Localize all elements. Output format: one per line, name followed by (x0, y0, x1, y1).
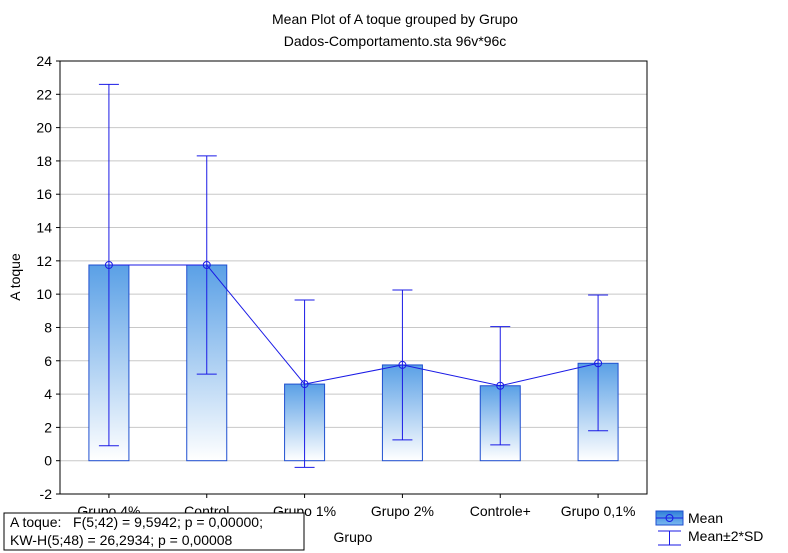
y-tick-label: 24 (36, 53, 52, 69)
error-bars-group (98, 83, 609, 468)
y-tick-label: -2 (40, 486, 53, 502)
y-tick-label: 18 (36, 153, 52, 169)
y-tick-label: 20 (36, 120, 52, 136)
stats-line-2: KW-H(5;48) = 26,2934; p = 0,00008 (10, 532, 233, 548)
y-tick-label: 4 (44, 386, 52, 402)
x-tick-label: Grupo 0,1% (561, 503, 636, 519)
mean-point (398, 360, 407, 369)
mean-point (202, 261, 211, 270)
y-axis-label: A toque (7, 253, 23, 301)
y-tick-label: 14 (36, 220, 52, 236)
mean-point (496, 381, 505, 390)
y-tick-label: 12 (36, 253, 52, 269)
x-axis-label: Grupo (334, 529, 373, 545)
mean-line (108, 264, 599, 387)
y-tick-label: 8 (44, 319, 52, 335)
stats-line-1: A toque: F(5;42) = 9,5942; p = 0,00000; (10, 514, 263, 530)
stats-box-frame (3, 512, 305, 551)
mean-line-group (104, 261, 603, 390)
stats-box: A toque: F(5;42) = 9,5942; p = 0,00000; … (3, 512, 305, 551)
plot-frame (59, 60, 648, 495)
legend-sd-label: Mean±2*SD (688, 528, 763, 544)
y-tick-label: 6 (44, 353, 52, 369)
legend-mean-label: Mean (688, 510, 723, 526)
chart-subtitle: Dados-Comportamento.sta 96v*96c (284, 33, 507, 49)
y-tick-label: 0 (44, 453, 52, 469)
mean-point (300, 380, 309, 389)
y-tick-label: 2 (44, 419, 52, 435)
legend-mean-marker (665, 514, 674, 522)
legend: Mean Mean±2*SD (655, 510, 763, 546)
x-tick-label: Controle+ (470, 503, 531, 519)
mean-point (104, 261, 113, 270)
y-tick-label: 16 (36, 186, 52, 202)
chart-title: Mean Plot of A toque grouped by Grupo (272, 11, 518, 27)
grid-lines (60, 93, 647, 462)
y-tick-label: 22 (36, 86, 52, 102)
x-tick-label: Grupo 2% (371, 503, 434, 519)
mean-point (594, 359, 603, 368)
y-tick-label: 10 (36, 286, 52, 302)
